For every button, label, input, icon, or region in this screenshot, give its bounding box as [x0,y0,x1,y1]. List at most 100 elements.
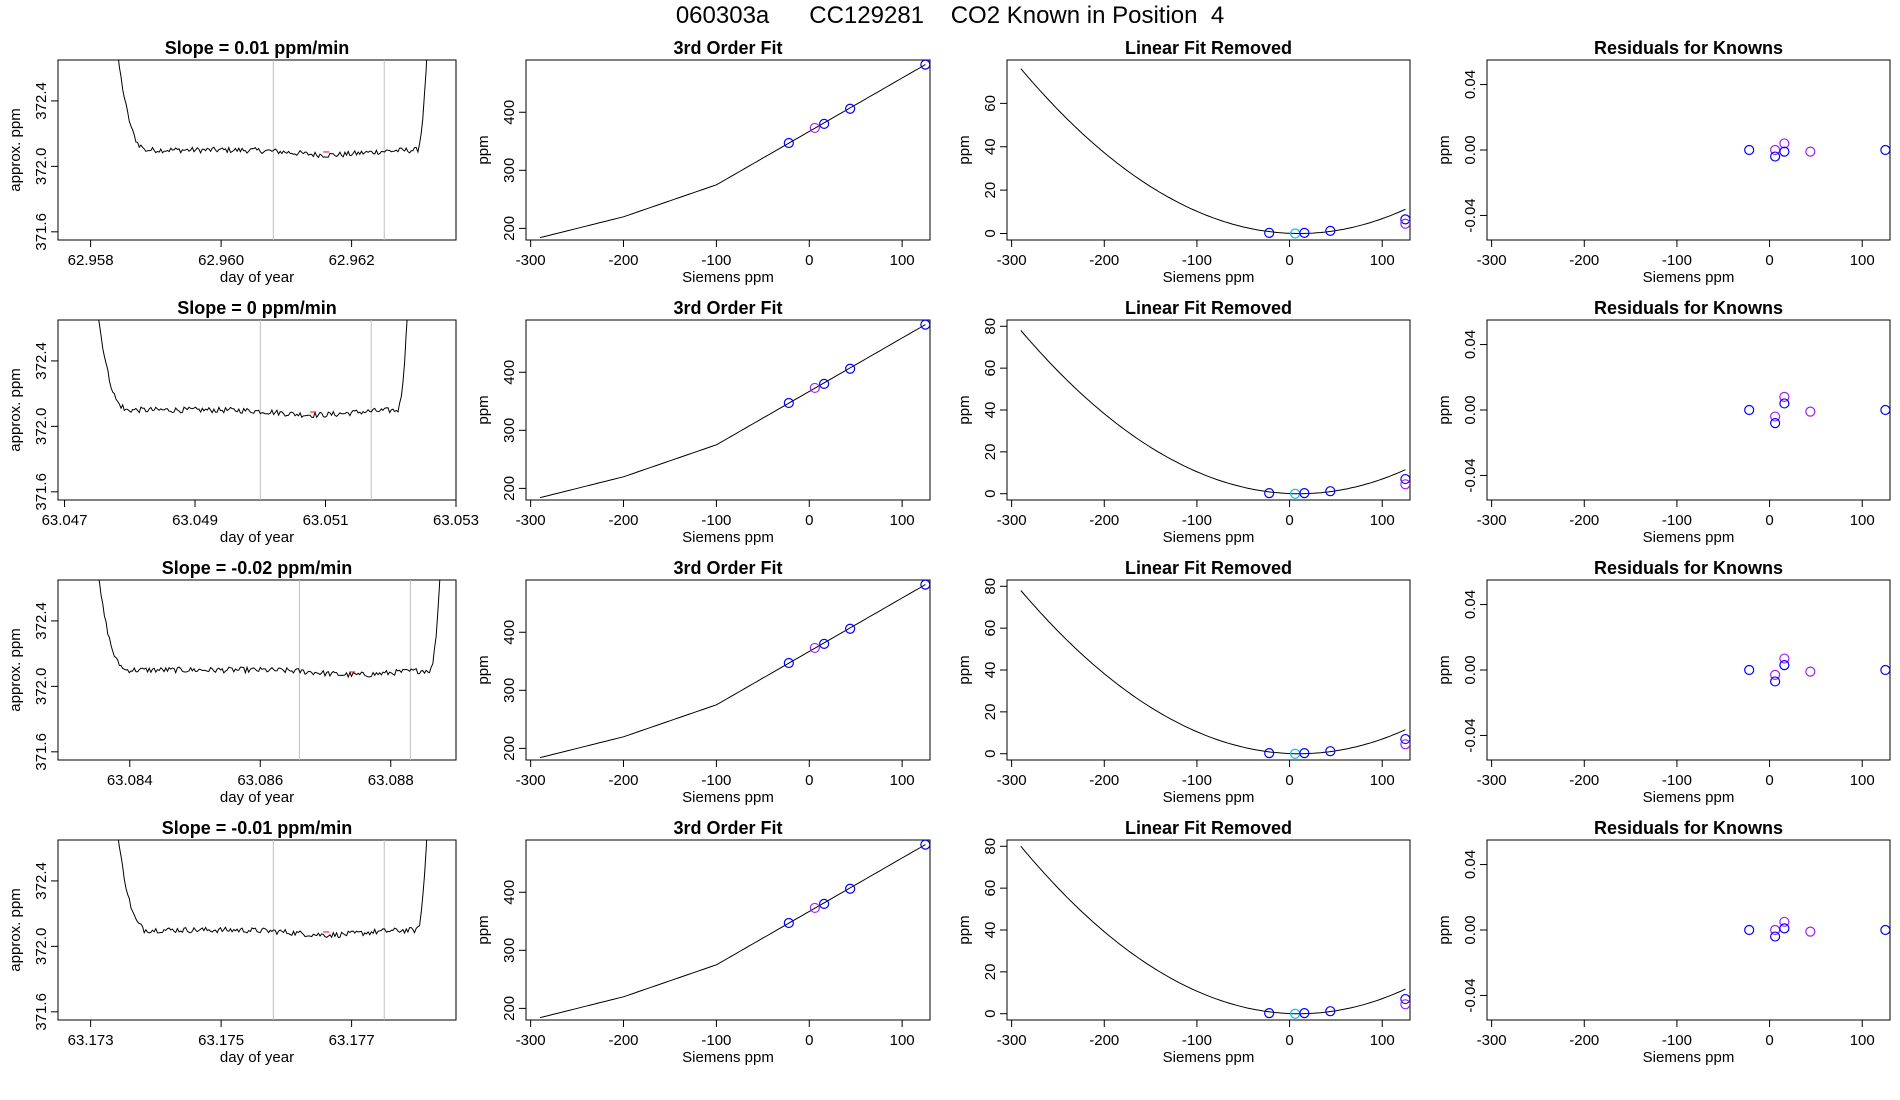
y-tick-label: -0.04 [1462,198,1479,232]
chart-panel: Residuals for Knowns -300 -200 -100 0 100 Siem… [1436,558,1891,806]
data-point [920,840,930,850]
x-tick-label: -300 [1477,252,1507,269]
x-tick-label: -100 [701,512,731,529]
chart-title: Linear Fit Removed [1125,558,1292,578]
y-tick-label: 40 [982,138,999,155]
chart-title: 3rd Order Fit [673,38,782,58]
data-point [1805,406,1816,417]
y-tick-label: 0 [982,229,999,237]
data-point [1779,659,1790,671]
chart-panel: Slope = 0 ppm/min 63.047 63.049 63.051 63.05… [7,298,479,546]
data-point [1805,666,1816,677]
plot-area [117,840,428,1020]
x-tick-label: 0 [1765,512,1773,529]
plot-area [539,320,930,499]
y-tick-label: 60 [982,880,999,897]
x-tick-label: 100 [890,512,915,529]
y-tick-label: 372.0 [33,668,50,706]
y-tick-label: 300 [501,678,518,703]
x-tick-label: -200 [1089,512,1119,529]
y-tick-label: 400 [501,880,518,905]
plot-area [539,840,930,1019]
x-axis-label: Siemens ppm [1163,789,1255,806]
y-axis-label: ppm [956,915,973,944]
x-tick-label: 0 [1285,1032,1293,1049]
chart-title: Linear Fit Removed [1125,298,1292,318]
x-tick-label: -100 [1182,512,1212,529]
data-point [1770,411,1781,422]
data-point [1264,747,1275,759]
y-tick-label: 400 [501,100,518,125]
y-tick-label: 371.6 [33,733,50,771]
y-tick-label: 200 [501,996,518,1021]
plot-frame [57,59,457,241]
y-tick-label: 372.4 [33,602,50,640]
plot-frame [57,839,457,1021]
data-point [1744,404,1755,416]
x-tick-label: -200 [1089,252,1119,269]
data-point [1779,391,1790,403]
data-point [1299,747,1310,759]
page-title: 060303a CC129281 CO2 Known in Position 4 [675,2,1225,29]
x-tick-label: 63.084 [107,772,153,789]
x-tick-label: 0 [1285,512,1293,529]
plot-frame [1006,319,1411,501]
y-tick-label: 371.6 [33,213,50,251]
y-tick-label: 372.0 [33,148,50,186]
x-axis-label: day of year [220,529,294,546]
data-point [819,898,830,909]
chart-panel: 3rd Order Fit -300 -200 -100 0 100 Siemens ppm… [475,298,931,546]
data-point [1299,227,1310,238]
x-tick-label: 63.086 [237,772,283,789]
data-point [1744,144,1755,156]
chart-title: Residuals for Knowns [1594,558,1783,578]
x-axis-label: day of year [220,789,294,806]
x-tick-label: 0 [805,1032,813,1049]
x-tick-label: 63.047 [42,512,88,529]
plot-frame [57,579,457,761]
y-tick-label: 372.0 [33,928,50,966]
data-point [1779,146,1790,157]
data-point [1744,924,1755,936]
y-tick-label: 0 [982,1010,999,1018]
plot-area [1744,916,1890,942]
x-tick-label: 0 [805,512,813,529]
data-point [1880,664,1890,676]
plot-area [1744,653,1890,687]
y-axis-label: ppm [475,135,492,164]
fit-curve [1020,590,1406,755]
data-point [1779,398,1790,409]
y-tick-label: 0.04 [1462,850,1479,879]
chart-panel: Slope = 0.01 ppm/min 62.958 62.960 62.962 da… [7,38,457,286]
chart-panel: Linear Fit Removed -300 -200 -100 0 100 Siemen… [956,38,1411,286]
data-point [1770,676,1781,687]
data-point [1880,404,1890,416]
data-point [783,137,794,149]
fit-curve [1020,330,1406,495]
plot-area [98,580,441,760]
y-tick-label: 200 [501,476,518,501]
plot-frame [57,319,457,501]
y-tick-label: 40 [982,662,999,679]
data-trace [117,840,428,939]
x-axis-label: Siemens ppm [1643,1049,1735,1066]
y-axis-label: ppm [1436,395,1453,424]
y-tick-label: 80 [982,578,999,595]
data-point [1779,138,1790,149]
y-tick-label: 60 [982,360,999,377]
x-axis-label: Siemens ppm [1163,269,1255,286]
x-tick-label: -300 [997,252,1027,269]
fit-curve [1020,845,1406,1015]
y-tick-label: -0.04 [1462,718,1479,752]
y-tick-label: 60 [982,620,999,637]
data-point [1770,151,1781,162]
x-tick-label: -100 [1662,512,1692,529]
chart-panel: 3rd Order Fit -300 -200 -100 0 100 Siemens ppm… [475,558,931,806]
data-point [783,657,794,669]
plot-frame [525,839,931,1021]
y-axis-label: ppm [475,395,492,424]
plot-area [1020,68,1410,239]
y-tick-label: 40 [982,922,999,939]
y-axis-label: ppm [956,655,973,684]
plot-frame [1486,319,1891,501]
